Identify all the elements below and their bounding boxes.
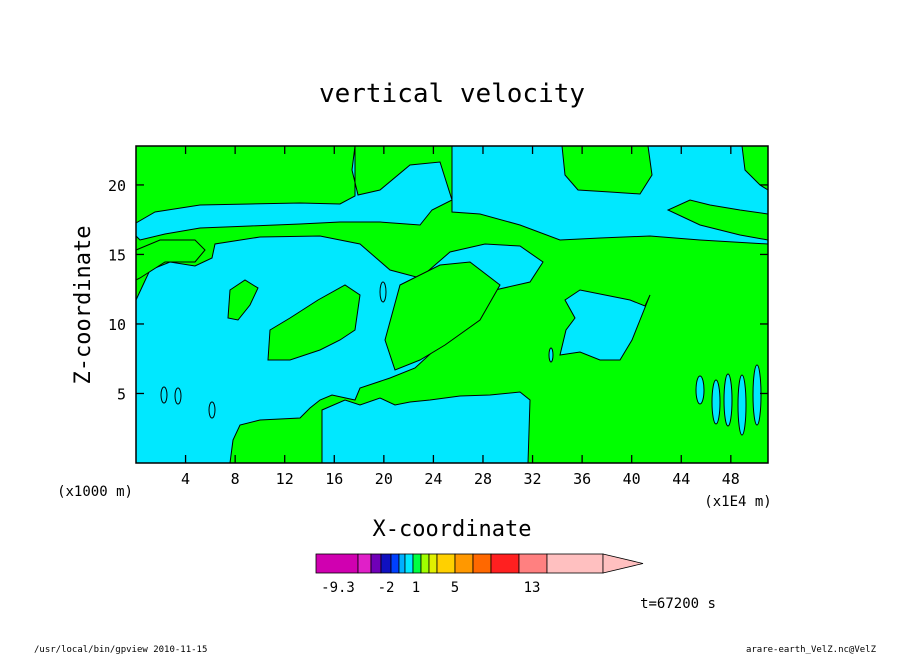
colorbar-label: -9.3 [321,580,355,596]
colorbar-segment [390,553,400,574]
x-axis-label: X-coordinate [373,517,532,542]
negative-cell-6 [723,373,733,427]
x-tick-label: 48 [722,470,740,488]
x-tick-label: 28 [474,470,492,488]
negative-cell-1 [160,386,168,404]
colorbar-segment [412,553,422,574]
negative-cell-4 [695,375,705,405]
colorbar-segment [315,553,359,574]
colorbar-segment [420,553,430,574]
contour-fill [135,145,769,464]
negative-cell-3 [208,401,216,419]
time-annotation: t=67200 s [640,596,716,612]
colorbar-segment [546,553,604,574]
y-axis: 5 10 15 20 [108,177,768,403]
colorbar-segment [472,553,492,574]
colorbar-segment [380,553,392,574]
negative-cell-5 [711,379,721,425]
colorbar-segment [357,553,372,574]
x-tick-label: 40 [623,470,641,488]
negative-region-upper [135,145,453,241]
positive-island-d [384,261,501,371]
plot-frame [135,145,769,464]
x-tick-label: 12 [276,470,294,488]
x-tick-label: 4 [181,470,190,488]
x-tick-label: 16 [325,470,343,488]
plot-area [135,145,769,464]
negative-region-right [559,289,651,361]
chart-title: vertical velocity [319,79,585,109]
colorbar-label: 1 [412,580,420,596]
x-tick-label: 24 [424,470,442,488]
colorbar-label: 5 [451,580,459,596]
x-unit-left: (x1000 m) [57,484,133,500]
x-tick-label: 8 [231,470,240,488]
colorbar-segment [436,553,456,574]
colorbar: -9.3 -2 1 5 13 [315,553,644,596]
colorbar-segment [428,553,438,574]
y-tick-label: 5 [117,385,126,403]
x-tick-label: 36 [573,470,591,488]
colorbar-extend-arrow [602,553,644,574]
colorbar-segment [518,553,548,574]
negative-cell-2 [174,387,182,405]
x-tick-label: 32 [524,470,542,488]
x-unit-right: (x1E4 m) [704,494,771,510]
colorbar-label: -2 [378,580,395,596]
positive-island-a [227,279,259,321]
negative-cell-10 [548,347,554,363]
negative-region-upper-right [451,145,769,245]
x-axis: 4 8 12 16 20 24 28 32 36 40 44 48 [181,146,740,488]
colorbar-segment [398,553,406,574]
colorbar-segment [404,553,414,574]
y-tick-label: 20 [108,177,126,195]
y-tick-label: 10 [108,316,126,334]
y-axis-label: Z-coordinate [71,226,96,385]
x-tick-label: 20 [375,470,393,488]
negative-cell-7 [737,374,747,436]
negative-cell-9 [379,281,387,303]
positive-island-c [135,239,206,281]
colorbar-segment [454,553,474,574]
negative-region-lower [321,391,531,464]
negative-cell-8 [752,364,762,426]
colorbar-segment [490,553,520,574]
colorbar-segment [370,553,382,574]
x-tick-label: 44 [672,470,690,488]
footer-left: /usr/local/bin/gpview 2010-11-15 [34,645,207,654]
colorbar-label: 13 [524,580,541,596]
positive-island-b [267,284,361,361]
footer-right: arare-earth_VelZ.nc@VelZ [746,645,877,654]
y-tick-label: 15 [108,246,126,264]
